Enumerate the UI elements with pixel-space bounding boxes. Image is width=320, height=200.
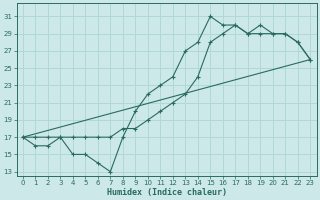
X-axis label: Humidex (Indice chaleur): Humidex (Indice chaleur) <box>107 188 227 197</box>
